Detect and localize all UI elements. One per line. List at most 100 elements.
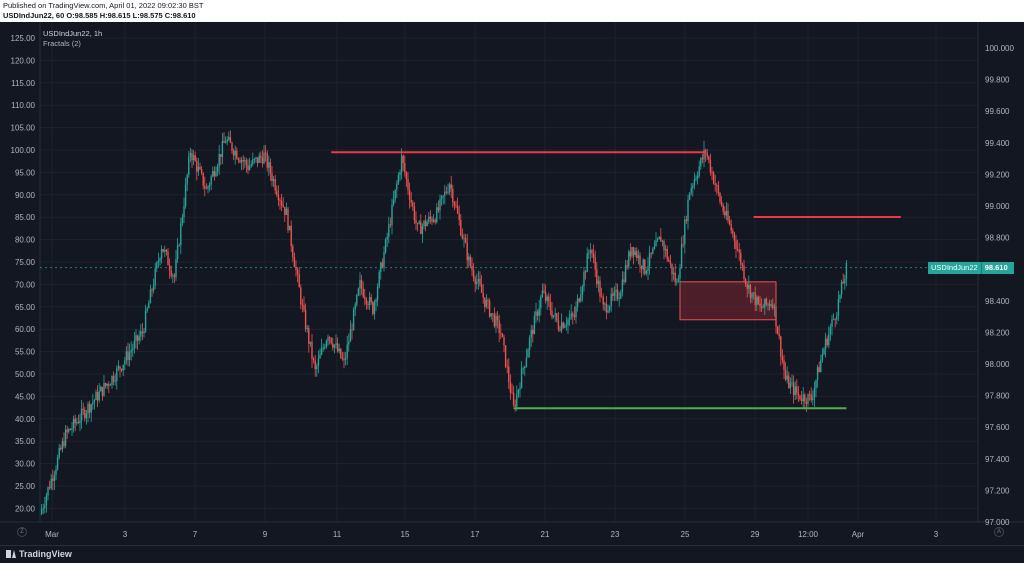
candle-body	[156, 262, 158, 269]
candle-body	[594, 257, 596, 270]
candle-body	[148, 303, 150, 309]
candle-body	[605, 303, 608, 313]
tradingview-logo-icon	[6, 550, 16, 558]
candle-body	[493, 313, 496, 327]
plot-area	[40, 22, 978, 522]
candle-body	[272, 179, 275, 182]
candle-body	[232, 150, 235, 156]
candle-body	[391, 204, 393, 226]
candle-body	[56, 457, 59, 470]
candle-body	[330, 337, 332, 344]
candle-body	[256, 157, 259, 163]
candle-body	[376, 287, 379, 300]
candle-body	[620, 292, 622, 299]
candle-body	[829, 327, 832, 334]
candle-body	[260, 155, 262, 158]
candle-body	[229, 137, 232, 143]
x-tick-label: 15	[401, 530, 410, 539]
candle-body	[482, 292, 484, 298]
candle-body	[621, 279, 624, 293]
candle-body	[800, 399, 803, 402]
candle-body	[356, 294, 358, 305]
candle-body	[213, 171, 216, 177]
candle-body	[396, 183, 398, 190]
candle-body	[319, 354, 321, 359]
x-tick-label: 9	[263, 530, 268, 539]
candle-body	[503, 336, 505, 346]
candle-body	[108, 383, 110, 386]
candle-body	[325, 340, 328, 348]
candle-body	[84, 409, 86, 419]
candle-body	[840, 281, 843, 295]
candle-body	[191, 153, 193, 160]
candle-body	[496, 316, 499, 321]
candle-body	[202, 172, 204, 186]
candle-body	[218, 154, 220, 167]
candle-body	[85, 413, 88, 419]
chart-canvas[interactable]: 125.00 120.00 115.00 110.00 105.00 100.00 95.0…	[0, 22, 1024, 545]
candle-body	[44, 505, 46, 508]
candle-body	[791, 382, 793, 384]
candle-body	[127, 351, 129, 361]
candle-body	[610, 293, 612, 307]
candle-body	[300, 287, 302, 305]
candle-body	[416, 223, 419, 224]
candle-body	[199, 166, 201, 170]
candle-body	[789, 382, 792, 389]
candle-body	[468, 256, 470, 261]
candle-body	[180, 223, 182, 246]
candle-body	[360, 280, 363, 289]
candle-body	[760, 305, 763, 308]
candle-body	[285, 208, 288, 215]
candle-body	[149, 289, 152, 304]
candle-body	[508, 366, 510, 382]
candle-body	[780, 336, 782, 357]
candle-body	[103, 382, 105, 396]
candle-body	[797, 393, 800, 396]
candle-body	[298, 273, 300, 288]
candle-body	[466, 242, 468, 261]
candle-body	[832, 318, 835, 320]
candle-body	[66, 429, 68, 432]
legend-indicator[interactable]: Fractals (2)	[43, 39, 81, 48]
x-tick-label: 23	[611, 530, 620, 539]
candle-body	[184, 184, 187, 207]
candle-body	[488, 300, 491, 317]
candle-body	[205, 188, 208, 190]
candle-body	[652, 248, 654, 254]
candle-body	[311, 341, 313, 359]
candle-body	[309, 341, 312, 344]
candle-body	[487, 300, 489, 301]
left-tick-label: 95.00	[15, 168, 36, 177]
candle-body	[804, 394, 806, 403]
candle-body	[613, 291, 616, 296]
x-tick-label: 25	[681, 530, 690, 539]
candle-body	[680, 244, 683, 268]
candle-body	[816, 367, 819, 381]
candle-body	[492, 313, 494, 315]
candle-body	[74, 418, 76, 424]
candle-body	[154, 268, 156, 286]
zoom-left-button[interactable]: Z	[17, 527, 27, 537]
candle-body	[608, 306, 611, 311]
candle-body	[316, 366, 318, 370]
candle-body	[76, 421, 78, 424]
candle-body	[538, 308, 540, 316]
candle-body	[314, 360, 316, 370]
right-tick-label: 98.400	[985, 297, 1010, 306]
candle-body	[138, 336, 140, 341]
auto-scale-button[interactable]: A	[994, 527, 1004, 537]
candle-body	[783, 360, 785, 370]
candle-body	[636, 251, 638, 258]
candle-body	[632, 247, 635, 256]
left-tick-label: 60.00	[15, 325, 36, 334]
candle-body	[828, 333, 830, 346]
candle-body	[472, 270, 475, 279]
candle-body	[328, 337, 331, 338]
candle-body	[668, 259, 670, 262]
last-price-tag: USDIndJun22 98.610	[928, 262, 1014, 274]
candle-body	[541, 290, 544, 297]
candle-body	[506, 366, 508, 368]
legend-symbol[interactable]: USDIndJun22, 1h	[43, 29, 103, 38]
